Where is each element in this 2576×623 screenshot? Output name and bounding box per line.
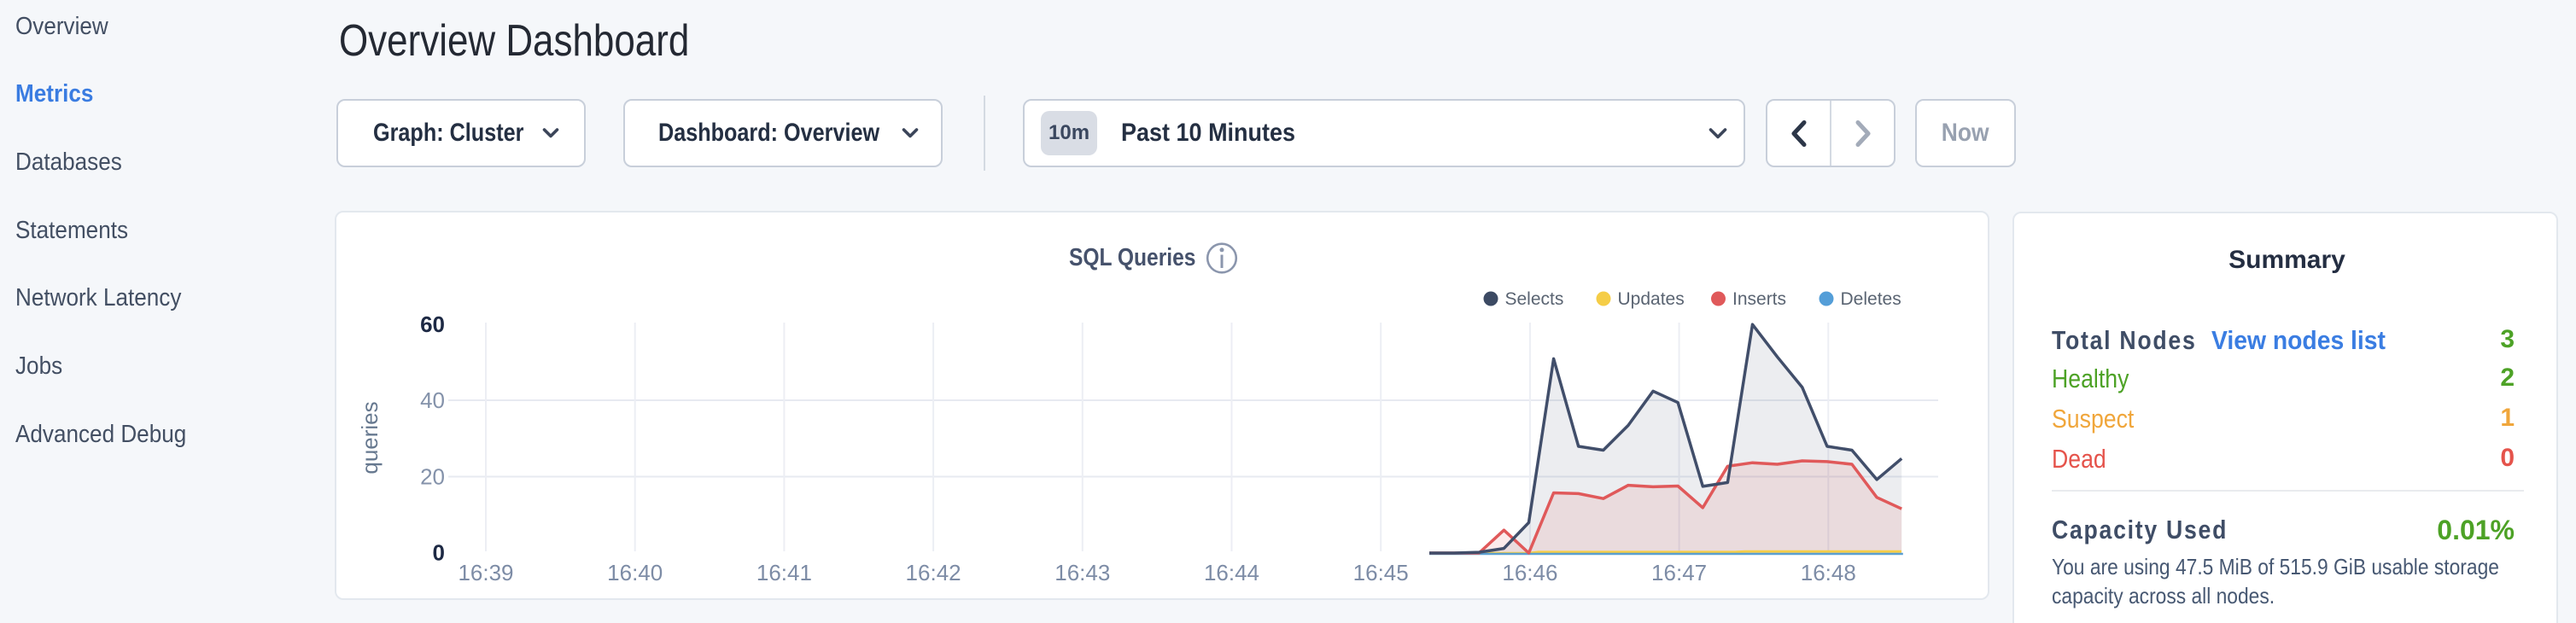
svg-text:16:45: 16:45 xyxy=(1353,560,1409,585)
svg-text:16:41: 16:41 xyxy=(756,560,812,585)
svg-text:queries: queries xyxy=(357,401,383,474)
svg-text:16:48: 16:48 xyxy=(1801,560,1856,585)
svg-text:40: 40 xyxy=(420,387,445,413)
svg-text:16:39: 16:39 xyxy=(458,560,513,585)
svg-text:20: 20 xyxy=(420,464,445,490)
svg-text:Updates: Updates xyxy=(1618,289,1685,309)
svg-text:16:47: 16:47 xyxy=(1651,560,1707,585)
svg-text:Deletes: Deletes xyxy=(1841,289,1901,309)
svg-text:16:46: 16:46 xyxy=(1502,560,1557,585)
svg-text:16:42: 16:42 xyxy=(906,560,961,585)
svg-text:Selects: Selects xyxy=(1505,289,1564,309)
svg-text:16:44: 16:44 xyxy=(1204,560,1259,585)
svg-text:16:43: 16:43 xyxy=(1054,560,1110,585)
svg-text:0: 0 xyxy=(433,540,445,566)
svg-text:Inserts: Inserts xyxy=(1732,289,1786,309)
svg-text:SQL Queries: SQL Queries xyxy=(1069,243,1195,271)
svg-text:16:40: 16:40 xyxy=(607,560,663,585)
svg-text:60: 60 xyxy=(420,312,445,337)
